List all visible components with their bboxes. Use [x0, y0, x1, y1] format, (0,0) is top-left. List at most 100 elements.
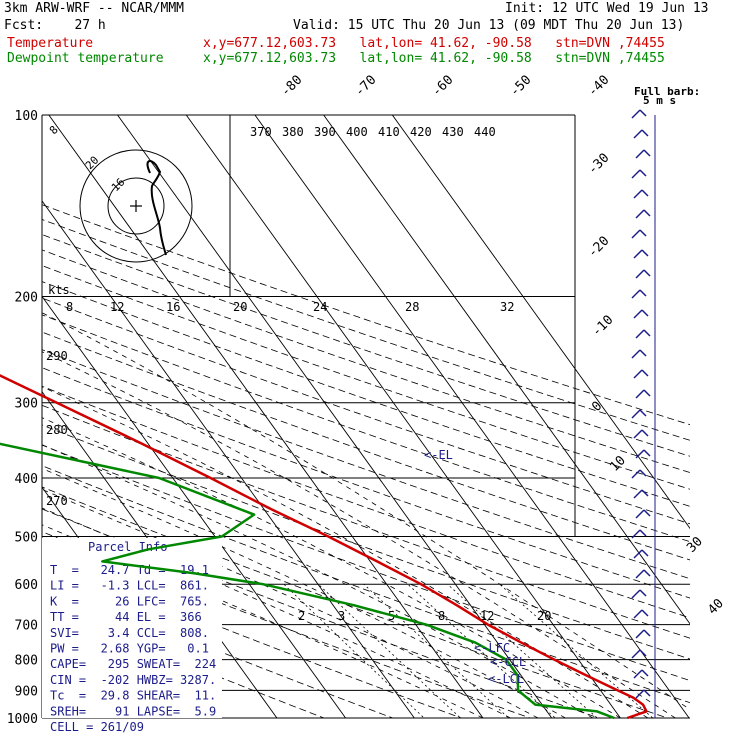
wind-barb: [635, 689, 645, 699]
isotherm-label: -20: [585, 234, 612, 261]
moist-adiabat-lines: [42, 312, 690, 718]
forecast-hour: Fcst: 27 h: [4, 18, 106, 33]
hodograph-ring: [107, 177, 165, 235]
parcel-info-row: LI = -1.3 LCL= 861.: [50, 579, 209, 593]
mixing-ratio-line: [363, 583, 510, 718]
wind-barb: [641, 249, 649, 257]
pressure-tick-label: 500: [15, 530, 38, 545]
parcel-info-row: CELL = 261/09: [50, 720, 144, 734]
isotherm-label: -70: [352, 73, 379, 100]
hodograph-speed-label: 32: [500, 300, 514, 314]
wind-barb: [643, 389, 651, 397]
wind-barb: [633, 609, 643, 619]
parcel-level-label: <-CCL: [490, 655, 526, 669]
temperature-line: [0, 374, 648, 720]
dewpoint-location: x,y=677.12,603.73 lat,lon= 41.62, -90.58…: [203, 51, 665, 66]
dry-adiabat: [42, 465, 690, 704]
pressure-tick-label: 800: [15, 654, 38, 669]
moist-adiabat: [42, 351, 676, 718]
dry-adiabat: [42, 531, 532, 718]
wind-barb: [641, 189, 649, 197]
pressure-tick-label: 400: [15, 472, 38, 487]
wind-barb: [641, 309, 649, 317]
wind-barb: [641, 129, 649, 137]
wind-barb: [631, 649, 641, 659]
isotherm-label: 40: [705, 596, 727, 618]
pressure-tick-label: 900: [15, 684, 38, 699]
wind-barb: [635, 629, 645, 639]
parcel-level-label: <-LFC: [474, 641, 510, 655]
wind-barb: [635, 389, 645, 399]
hodograph-unit-label: kts: [48, 283, 70, 297]
hodograph-speed-label: 12: [110, 300, 124, 314]
wind-barb: [633, 129, 643, 139]
parcel-info-row: SREH= 91 LAPSE= 5.9: [50, 704, 216, 718]
wind-barb: [639, 469, 647, 477]
wind-barb: [631, 229, 641, 239]
wind-barb: [631, 169, 641, 179]
wind-barb: [633, 249, 643, 259]
mixing-ratio-label: 20: [537, 609, 551, 623]
hodograph-speed-label: 28: [405, 300, 419, 314]
wind-barb: [633, 489, 643, 499]
pressure-tick-label: 1000: [7, 712, 38, 727]
dewpoint-legend: Dewpoint temperature: [7, 51, 164, 66]
hodograph-speed-label: 24: [313, 300, 327, 314]
moist-adiabat: [42, 507, 511, 718]
isotherm-label: -10: [589, 313, 616, 340]
wind-barb: [639, 409, 647, 417]
wind-barb: [639, 169, 647, 177]
wind-barb: [631, 349, 641, 359]
pressure-tick-label: 600: [15, 578, 38, 593]
parcel-info-row: CAPE= 295 SWEAT= 224: [50, 657, 216, 671]
isotherm-line: [323, 115, 690, 625]
header: 3km ARW-WRF -- NCAR/MMM Init: 12 UTC Wed…: [0, 0, 740, 72]
mixing-ratio-line: [318, 583, 461, 718]
dry-adiabat: [42, 385, 690, 619]
wind-barb: [635, 569, 645, 579]
wind-barb: [643, 149, 651, 157]
hodograph-ring: [79, 149, 193, 263]
wind-barb: [643, 509, 651, 517]
pressure-tick-label: 300: [15, 397, 38, 412]
theta-label: 440: [474, 125, 496, 139]
dry-adiabat: [42, 404, 690, 639]
parcel-info-row: PW = 2.68 YGP= 0.1: [50, 642, 209, 656]
dry-adiabat: [42, 367, 690, 599]
temperature-legend: Temperature: [7, 36, 94, 51]
parcel-level-label: <-EL: [424, 448, 453, 462]
wind-barb: [639, 229, 647, 237]
wind-barb: [643, 569, 651, 577]
dewpoint-line: [0, 442, 615, 720]
parcel-level-label: <-LCL: [488, 672, 524, 686]
parcel-info-row: TT = 44 EL = 366: [50, 610, 202, 624]
wind-barbs: [631, 109, 656, 718]
wind-barb: [633, 369, 643, 379]
parcel-info-row: T = 24.7 Td = 19.1: [50, 563, 209, 577]
moist-adiabat: [42, 488, 539, 718]
wind-unit-label: 5 m s: [643, 94, 676, 107]
wind-barb: [639, 109, 647, 117]
mixing-ratio-label: 2: [298, 609, 305, 623]
mixing-ratio-line: [447, 583, 598, 718]
theta-label: 430: [442, 125, 464, 139]
wind-barb: [641, 549, 649, 557]
wind-barb: [635, 149, 645, 159]
wind-barb: [633, 309, 643, 319]
mixing-ratio-label: 8: [438, 609, 445, 623]
moist-adiabat: [42, 386, 649, 718]
mixing-ratio-label: 12: [480, 609, 494, 623]
isotherm-label: -50: [507, 73, 534, 100]
wind-barb: [633, 669, 643, 679]
valid-time: Valid: 15 UTC Thu 20 Jun 13 (09 MDT Thu …: [293, 18, 685, 33]
wind-barb: [635, 509, 645, 519]
dry-adiabat: [42, 578, 394, 718]
isotherm-label: -40: [585, 73, 612, 100]
wind-barb: [631, 289, 641, 299]
hodograph-speed-label: 16: [166, 300, 180, 314]
theta-label: 390: [314, 125, 336, 139]
left-theta-label: 280: [46, 423, 68, 437]
wind-barb: [641, 489, 649, 497]
isotherm-line: [185, 115, 621, 718]
